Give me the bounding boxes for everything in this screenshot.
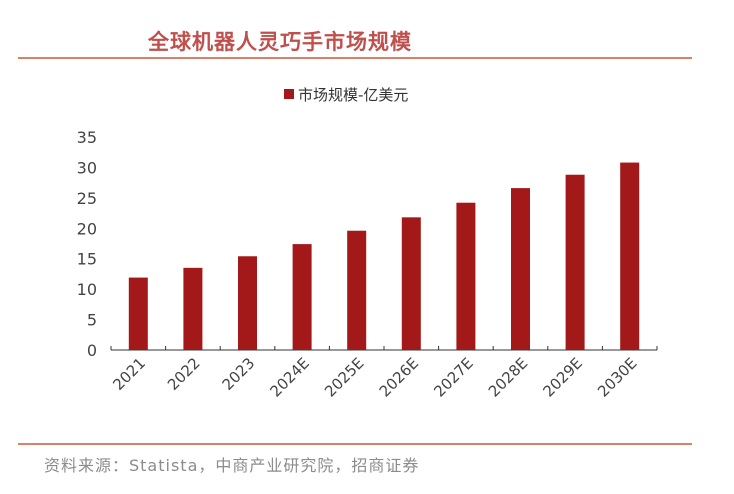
x-tick-label: 2022 <box>164 354 204 394</box>
x-tick-label: 2027E <box>430 354 476 400</box>
bar <box>565 174 585 350</box>
x-tick-label: 2028E <box>485 354 531 400</box>
x-tick-label: 2025E <box>321 354 367 400</box>
title-divider <box>18 57 692 59</box>
y-tick-label: 10 <box>77 280 97 299</box>
chart-title: 全球机器人灵巧手市场规模 <box>148 29 412 54</box>
bar <box>183 267 203 350</box>
x-tick-label: 2021 <box>109 354 149 394</box>
legend-swatch <box>284 89 294 99</box>
x-tick-label: 2026E <box>376 354 422 400</box>
x-tick-label: 2023 <box>219 354 259 394</box>
bar <box>456 202 476 350</box>
bar <box>292 244 312 350</box>
bar <box>347 230 367 350</box>
source-note: 资料来源：Statista，中商产业研究院，招商证券 <box>44 456 420 475</box>
y-tick-label: 25 <box>77 189 97 208</box>
bar <box>620 162 640 350</box>
bar <box>128 277 148 350</box>
x-tick-label: 2030E <box>594 354 640 400</box>
y-tick-label: 35 <box>77 128 97 147</box>
bar <box>238 256 257 350</box>
bar <box>401 217 421 350</box>
source-divider <box>18 443 692 445</box>
x-tick-label: 2029E <box>540 354 586 400</box>
y-tick-label: 15 <box>77 250 97 269</box>
legend-label: 市场规模-亿美元 <box>298 86 408 104</box>
y-tick-label: 30 <box>77 158 97 177</box>
bar <box>511 188 530 350</box>
x-tick-label: 2024E <box>267 354 313 400</box>
y-tick-label: 20 <box>77 219 97 238</box>
y-tick-label: 0 <box>87 341 97 360</box>
y-tick-label: 5 <box>87 311 97 330</box>
